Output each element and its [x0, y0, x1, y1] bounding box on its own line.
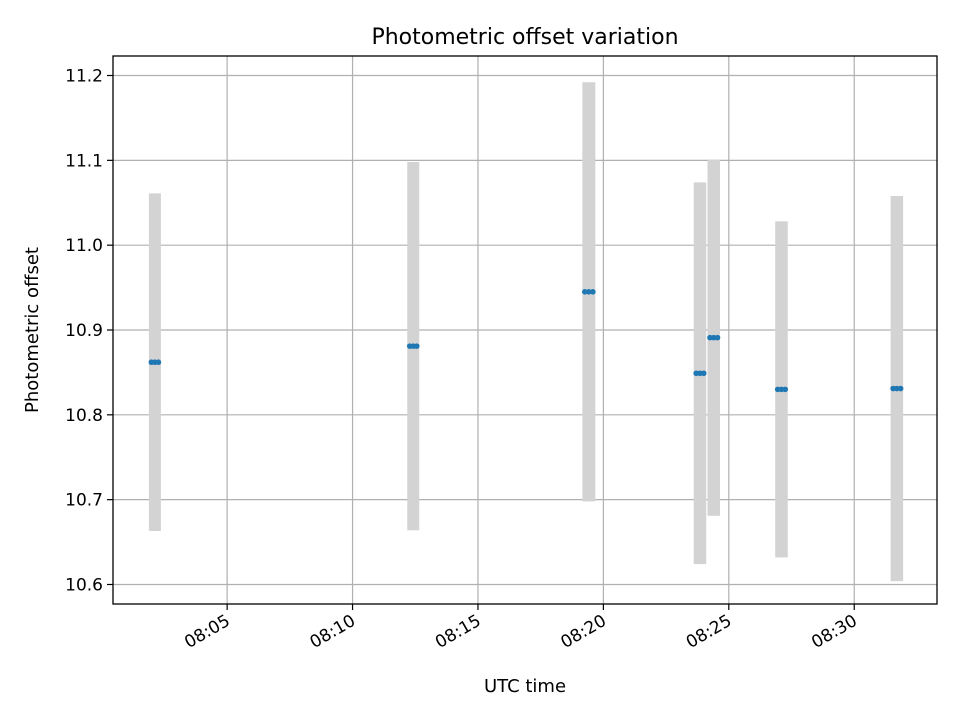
data-point — [590, 289, 596, 295]
data-point — [897, 385, 904, 392]
y-tick-label: 10.9 — [65, 321, 103, 341]
grid-layer — [113, 56, 937, 604]
data-point — [155, 359, 162, 366]
point-layer — [148, 289, 904, 393]
y-tick-label: 11.0 — [65, 236, 103, 256]
y-axis-label: Photometric offset — [22, 247, 43, 413]
y-tick-label: 10.8 — [65, 406, 103, 426]
tick-layer: 08:05 08:10 08:15 08:20 08:25 08:30 10.6 10.7 10… — [65, 67, 861, 653]
x-tick-label: 08:20 — [557, 611, 609, 653]
x-tick-label: 08:30 — [808, 611, 860, 653]
data-point — [586, 289, 592, 295]
data-point — [413, 343, 420, 349]
chart-title: Photometric offset variation — [371, 25, 678, 50]
x-tick-label: 08:10 — [307, 611, 359, 653]
x-tick-label: 08:25 — [683, 611, 735, 653]
y-tick-label: 11.1 — [65, 151, 103, 171]
y-tick-label: 11.2 — [65, 67, 103, 87]
y-tick-label: 10.7 — [65, 491, 103, 511]
data-point — [582, 289, 588, 295]
data-point — [714, 334, 721, 341]
y-tick-label: 10.6 — [65, 575, 103, 595]
x-tick-label: 08:15 — [432, 611, 484, 653]
errorbar-layer — [148, 82, 904, 582]
data-point — [782, 386, 789, 393]
x-axis-label: UTC time — [484, 676, 566, 697]
data-point — [700, 370, 707, 377]
x-tick-label: 08:05 — [181, 611, 233, 653]
